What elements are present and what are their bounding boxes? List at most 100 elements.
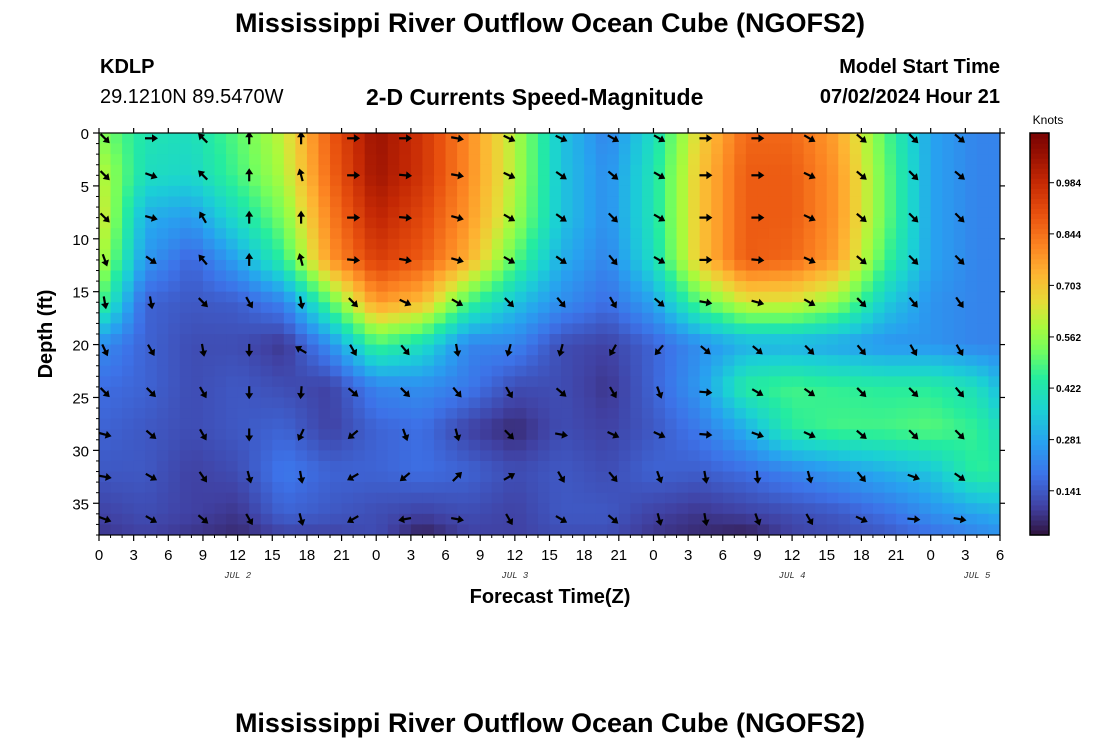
heatmap-cell — [341, 238, 354, 250]
heatmap-cell — [202, 154, 216, 166]
heatmap-cell — [896, 482, 909, 494]
heatmap-cell — [630, 238, 643, 250]
heatmap-cell — [861, 196, 874, 208]
heatmap-cell — [214, 492, 227, 504]
heatmap-cell — [283, 281, 296, 293]
heatmap-cell — [491, 133, 504, 145]
heatmap-cell — [919, 524, 932, 535]
heatmap-cell — [168, 196, 181, 208]
x-tick-label: 9 — [476, 547, 484, 564]
heatmap-cell — [318, 270, 331, 282]
heatmap-cell — [884, 386, 897, 399]
heatmap-cell — [618, 164, 631, 176]
heatmap-cell — [422, 450, 435, 462]
heatmap-cell — [503, 259, 516, 272]
heatmap-cell — [757, 175, 770, 187]
heatmap-cell — [872, 281, 886, 293]
current-arrow — [197, 514, 209, 524]
heatmap-cell — [734, 408, 747, 420]
heatmap-cell — [399, 365, 412, 377]
heatmap-cell — [122, 429, 135, 441]
heatmap-cell — [503, 418, 516, 430]
heatmap-cell — [376, 249, 389, 261]
heatmap-cell — [630, 460, 643, 473]
heatmap-cell — [283, 207, 296, 219]
heatmap-cell — [480, 439, 493, 451]
heatmap-cell — [965, 291, 978, 303]
heatmap-cell — [641, 164, 655, 176]
heatmap-cell — [168, 302, 181, 314]
heatmap-cell — [930, 323, 943, 335]
heatmap-cell — [237, 238, 250, 250]
heatmap-cell — [214, 397, 227, 409]
heatmap-cell — [699, 154, 712, 166]
heatmap-cell — [757, 154, 770, 166]
heatmap-cell — [272, 175, 285, 187]
heatmap-cell — [561, 291, 574, 303]
heatmap-cell — [757, 196, 770, 208]
heatmap-cell — [168, 259, 181, 272]
heatmap-cell — [711, 450, 724, 462]
heatmap-cell — [202, 482, 216, 494]
x-tick-label: 15 — [264, 547, 281, 564]
heatmap-cell — [491, 344, 504, 356]
heatmap-cell — [526, 460, 539, 473]
heatmap-cell — [526, 249, 539, 261]
heatmap-cell — [272, 270, 285, 282]
heatmap-cell — [433, 355, 447, 367]
heatmap-cell — [422, 164, 435, 176]
heatmap-cell — [214, 133, 227, 145]
heatmap-cell — [202, 196, 216, 208]
heatmap-cell — [122, 217, 135, 229]
heatmap-cell — [561, 386, 574, 399]
heatmap-cell — [330, 323, 343, 335]
heatmap-cell — [549, 460, 562, 473]
heatmap-cell — [907, 238, 920, 250]
heatmap-cell — [976, 312, 990, 325]
heatmap-cell — [572, 154, 585, 166]
heatmap-cell — [445, 355, 458, 367]
heatmap-cell — [306, 365, 320, 377]
heatmap-cell — [641, 386, 655, 399]
heatmap-cell — [988, 312, 1000, 325]
heatmap-cell — [630, 281, 643, 293]
heatmap-cell — [942, 503, 955, 515]
heatmap-cell — [653, 334, 666, 346]
heatmap-cell — [491, 143, 504, 155]
heatmap-cell — [514, 207, 527, 219]
heatmap-cell — [838, 270, 851, 282]
heatmap-cell — [537, 312, 551, 325]
heatmap-cell — [318, 143, 331, 155]
heatmap-cell — [179, 429, 193, 441]
heatmap-cell — [341, 482, 354, 494]
heatmap-cell — [872, 154, 886, 166]
heatmap-cell — [988, 302, 1000, 314]
heatmap-cell — [838, 196, 851, 208]
heatmap-cell — [537, 249, 551, 261]
date-label: JUL 5 — [963, 571, 991, 581]
heatmap-cell — [607, 355, 620, 367]
heatmap-cell — [872, 450, 886, 462]
heatmap-cell — [226, 217, 239, 229]
heatmap-cell — [410, 439, 424, 451]
heatmap-cell — [861, 312, 874, 325]
heatmap-cell — [318, 439, 331, 451]
heatmap-cell — [976, 334, 990, 346]
x-tick-label: 3 — [684, 547, 692, 564]
heatmap-cell — [445, 503, 458, 515]
heatmap-cell — [237, 312, 250, 325]
heatmap-cell — [318, 249, 331, 261]
colorbar-cell — [1030, 268, 1049, 275]
heatmap-cell — [641, 270, 655, 282]
heatmap-cell — [688, 133, 701, 145]
heatmap-cell — [191, 376, 204, 388]
heatmap-cell — [214, 323, 227, 335]
colorbar-cell — [1030, 198, 1049, 204]
heatmap-cell — [734, 418, 747, 430]
heatmap-cell — [780, 133, 793, 145]
heatmap-cell — [826, 238, 839, 250]
heatmap-cell — [549, 323, 562, 335]
heatmap-cell — [815, 365, 828, 377]
heatmap-cell — [584, 196, 597, 208]
heatmap-cell — [422, 143, 435, 155]
